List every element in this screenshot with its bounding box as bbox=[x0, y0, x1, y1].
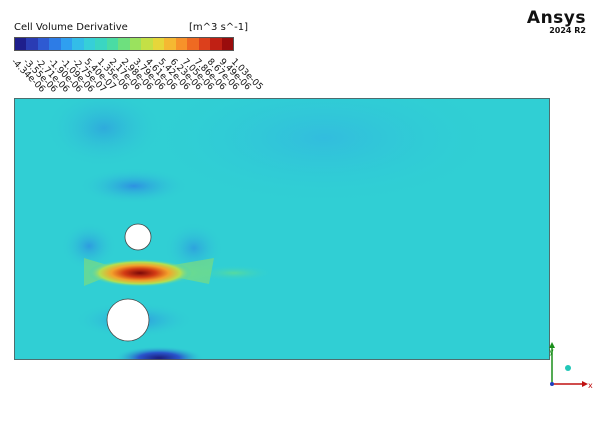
colorbar-segment bbox=[175, 38, 188, 50]
field-blue-region bbox=[79, 168, 189, 204]
colorbar-segment bbox=[187, 38, 200, 50]
colorbar-segment bbox=[164, 38, 177, 50]
contour-viewport[interactable] bbox=[14, 98, 550, 360]
brand-version: 2024 R2 bbox=[549, 26, 586, 35]
colorbar-segment bbox=[118, 38, 131, 50]
field-min-hotspot bbox=[114, 346, 204, 360]
ansys-logo: Ansys 2024 R2 bbox=[527, 8, 586, 35]
legend-unit: [m^3 s^-1] bbox=[189, 22, 249, 33]
field-peak-hotspot bbox=[88, 259, 192, 287]
small-cylinder[interactable] bbox=[124, 223, 152, 251]
field-green-band bbox=[194, 265, 274, 281]
triad-y-arrow bbox=[549, 342, 555, 348]
field-blue-region bbox=[61, 222, 117, 270]
colorbar-segment bbox=[83, 38, 96, 50]
colorbar-segment bbox=[60, 38, 73, 50]
colorbar-segment bbox=[221, 38, 234, 50]
large-cylinder[interactable] bbox=[106, 298, 150, 342]
colorbar-segment bbox=[106, 38, 119, 50]
domain-outline bbox=[14, 98, 550, 360]
legend-title: Cell Volume Derivative bbox=[14, 22, 128, 33]
legend-colorbar bbox=[14, 37, 234, 51]
field-blue-region bbox=[44, 98, 164, 168]
colorbar-segment bbox=[210, 38, 223, 50]
triad-origin bbox=[550, 382, 554, 386]
colorbar-segment bbox=[49, 38, 62, 50]
triad-y-label: y bbox=[549, 347, 554, 356]
triad-x-arrow bbox=[582, 381, 588, 387]
field-blue-region bbox=[144, 98, 504, 208]
colorbar-segment bbox=[15, 38, 27, 50]
colorbar-segment bbox=[129, 38, 142, 50]
colorbar-segment bbox=[72, 38, 85, 50]
triad-z-dot bbox=[565, 365, 571, 371]
colorbar-segment bbox=[152, 38, 165, 50]
colorbar-segment bbox=[95, 38, 108, 50]
triad-x-label: x bbox=[588, 381, 593, 390]
axis-triad: y x bbox=[549, 342, 593, 390]
colorbar-segment bbox=[26, 38, 39, 50]
legend-ticks: -4.34e-06 -3.55e-06 -2.71e-06 -1.90e-06 -1.0… bbox=[9, 51, 265, 101]
brand-name: Ansys bbox=[526, 8, 586, 28]
colorbar-segment bbox=[198, 38, 211, 50]
colorbar-segment bbox=[141, 38, 154, 50]
colorbar-segment bbox=[37, 38, 50, 50]
